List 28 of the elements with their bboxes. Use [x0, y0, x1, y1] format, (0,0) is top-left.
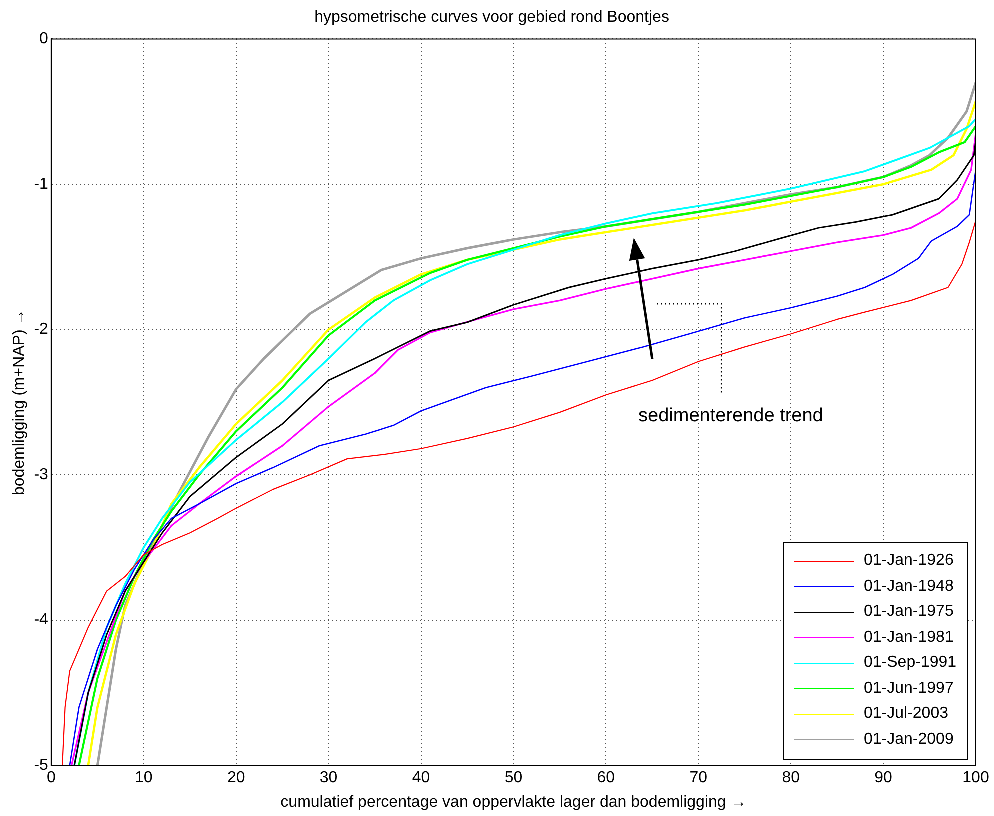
legend-label: 01-Jan-1981 — [864, 628, 954, 647]
x-axis-title: cumulatief percentage van oppervlakte lager dan bodemligging → — [280, 794, 747, 811]
legend-label: 01-Jul-2003 — [864, 705, 948, 724]
x-tick-label: 60 — [597, 770, 616, 787]
x-tick-label: 90 — [874, 770, 893, 787]
y-axis-title: bodemligging (m+NAP) → — [11, 309, 28, 496]
legend-label: 01-Jan-1975 — [864, 603, 954, 622]
x-tick-label: 50 — [504, 770, 523, 787]
y-tick-label: -4 — [34, 612, 49, 629]
y-tick-label: 0 — [40, 30, 49, 48]
x-tick-label: 70 — [690, 770, 708, 787]
y-tick-label: -2 — [34, 321, 49, 338]
x-tick-label: 100 — [962, 770, 990, 787]
annotation: sedimenterende trend — [638, 405, 824, 426]
y-tick-label: -1 — [34, 176, 49, 193]
x-tick-label: 80 — [782, 770, 800, 787]
y-tick-label: -3 — [34, 466, 49, 484]
x-tick-label: 20 — [227, 770, 246, 787]
legend-label: 01-Jan-2009 — [864, 730, 954, 749]
legend-label: 01-Jun-1997 — [864, 680, 954, 698]
legend-label: 01-Jan-1926 — [864, 552, 954, 570]
legend-label: 01-Sep-1991 — [864, 654, 957, 672]
legend-label: 01-Jan-1948 — [864, 578, 954, 596]
x-tick-label: 10 — [134, 770, 153, 787]
chart-title: hypsometrische curves voor gebied rond Boontjes — [314, 9, 670, 26]
x-tick-label: 40 — [412, 770, 430, 787]
y-tick-label: -5 — [34, 757, 49, 774]
x-tick-label: 30 — [320, 770, 338, 787]
